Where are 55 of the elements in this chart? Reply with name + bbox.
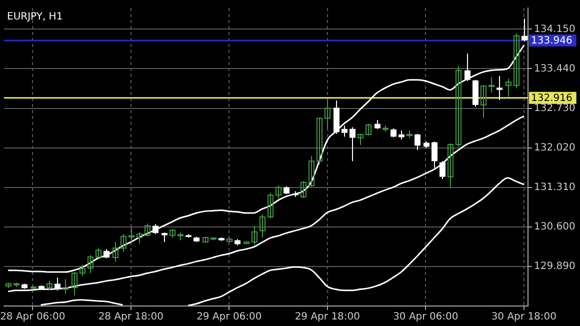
ref-line-label: 132.916 (531, 92, 572, 104)
x-tick-label: 30 Apr 06:00 (393, 312, 458, 323)
candlestick (72, 272, 78, 296)
candlestick (456, 65, 462, 148)
candlestick (88, 254, 94, 274)
candlestick (46, 280, 52, 291)
y-tick-label: 132.020 (534, 142, 576, 154)
candlestick (514, 33, 520, 89)
candlestick (350, 126, 356, 162)
x-tick-label: 29 Apr 06:00 (196, 312, 262, 323)
candlestick (496, 75, 502, 100)
candlestick (120, 234, 126, 252)
line-series (7, 115, 525, 292)
candlestick (136, 232, 142, 244)
y-tick-label: 129.890 (534, 261, 576, 272)
x-tick-label: 28 Apr 18:00 (98, 312, 164, 323)
candlestick (260, 214, 266, 238)
y-tick-label: 134.150 (534, 24, 576, 35)
candlestick (276, 185, 282, 199)
line-series (7, 44, 525, 273)
y-tick-label: 133.440 (534, 63, 576, 74)
candlestick (96, 248, 102, 259)
candlestick (506, 78, 512, 98)
candlestick (448, 142, 454, 188)
candlestick (414, 133, 420, 151)
candlestick (144, 223, 150, 237)
chart-title: EURJPY, H1 (7, 12, 63, 23)
x-tick-label: 30 Apr 18:00 (491, 312, 557, 323)
candlestick (62, 278, 68, 294)
candlestick (80, 264, 86, 276)
candlestick (464, 53, 470, 82)
candlestick (308, 156, 314, 188)
candlestick (440, 160, 446, 180)
candlestick (252, 225, 258, 246)
candlestick (162, 232, 168, 242)
y-tick-label: 131.310 (534, 182, 576, 193)
candlestick (432, 141, 438, 168)
candlestick (268, 192, 274, 218)
candlestick (488, 76, 494, 94)
y-tick-label: 132.730 (534, 102, 576, 114)
candlestick (342, 125, 348, 138)
candlestick (300, 180, 306, 198)
x-tick-label: 28 Apr 06:00 (0, 312, 66, 323)
y-tick-label: 130.600 (534, 222, 576, 232)
candlestick (366, 123, 372, 136)
candlestick (522, 18, 528, 42)
candlestick (112, 241, 118, 262)
candlestick (316, 117, 322, 166)
candlestick (152, 224, 158, 235)
candlestick (324, 99, 330, 130)
candlestick (358, 133, 364, 146)
candlestick (480, 84, 486, 118)
ref-line-label: 133.946 (531, 36, 572, 47)
candlestick (128, 226, 134, 242)
x-tick-label: 29 Apr 18:00 (294, 312, 360, 323)
